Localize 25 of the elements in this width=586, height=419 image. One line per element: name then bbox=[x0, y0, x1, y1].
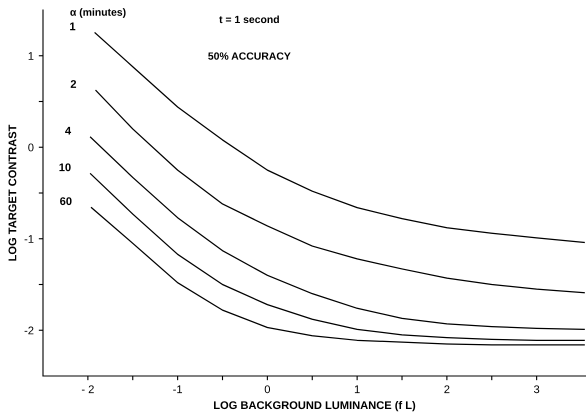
x-tick-label: 1 bbox=[354, 385, 360, 394]
annotation: t = 1 second bbox=[219, 15, 279, 24]
y-axis-title: LOG TARGET CONTRAST bbox=[8, 124, 16, 261]
series-label: 10 bbox=[59, 163, 71, 172]
x-tick-label: -1 bbox=[173, 385, 182, 394]
x-tick-label: 2 bbox=[444, 385, 450, 394]
x-axis-title: LOG BACKGROUND LUMINANCE (f L) bbox=[214, 400, 416, 412]
series-label: 4 bbox=[65, 126, 72, 135]
line-series bbox=[95, 90, 585, 294]
series-label: 2 bbox=[70, 80, 76, 88]
line-series bbox=[94, 32, 585, 244]
y-tick-label: -1 bbox=[24, 235, 34, 243]
x-tick-label: 3 bbox=[534, 385, 540, 394]
y-tick-label: 1 bbox=[28, 52, 34, 60]
annotation: 50% ACCURACY bbox=[208, 52, 291, 60]
y-tick-label: -2 bbox=[24, 326, 34, 334]
line-series bbox=[90, 207, 585, 346]
line-series bbox=[90, 173, 585, 341]
series-label: 60 bbox=[60, 197, 72, 206]
series-label: 1 bbox=[70, 22, 76, 30]
x-tick-label: - 2 bbox=[82, 385, 94, 394]
line-series bbox=[90, 136, 585, 330]
x-tick-label: 0 bbox=[264, 385, 270, 394]
y-tick-label: 0 bbox=[28, 144, 34, 152]
legend-title: α (minutes) bbox=[70, 8, 126, 18]
